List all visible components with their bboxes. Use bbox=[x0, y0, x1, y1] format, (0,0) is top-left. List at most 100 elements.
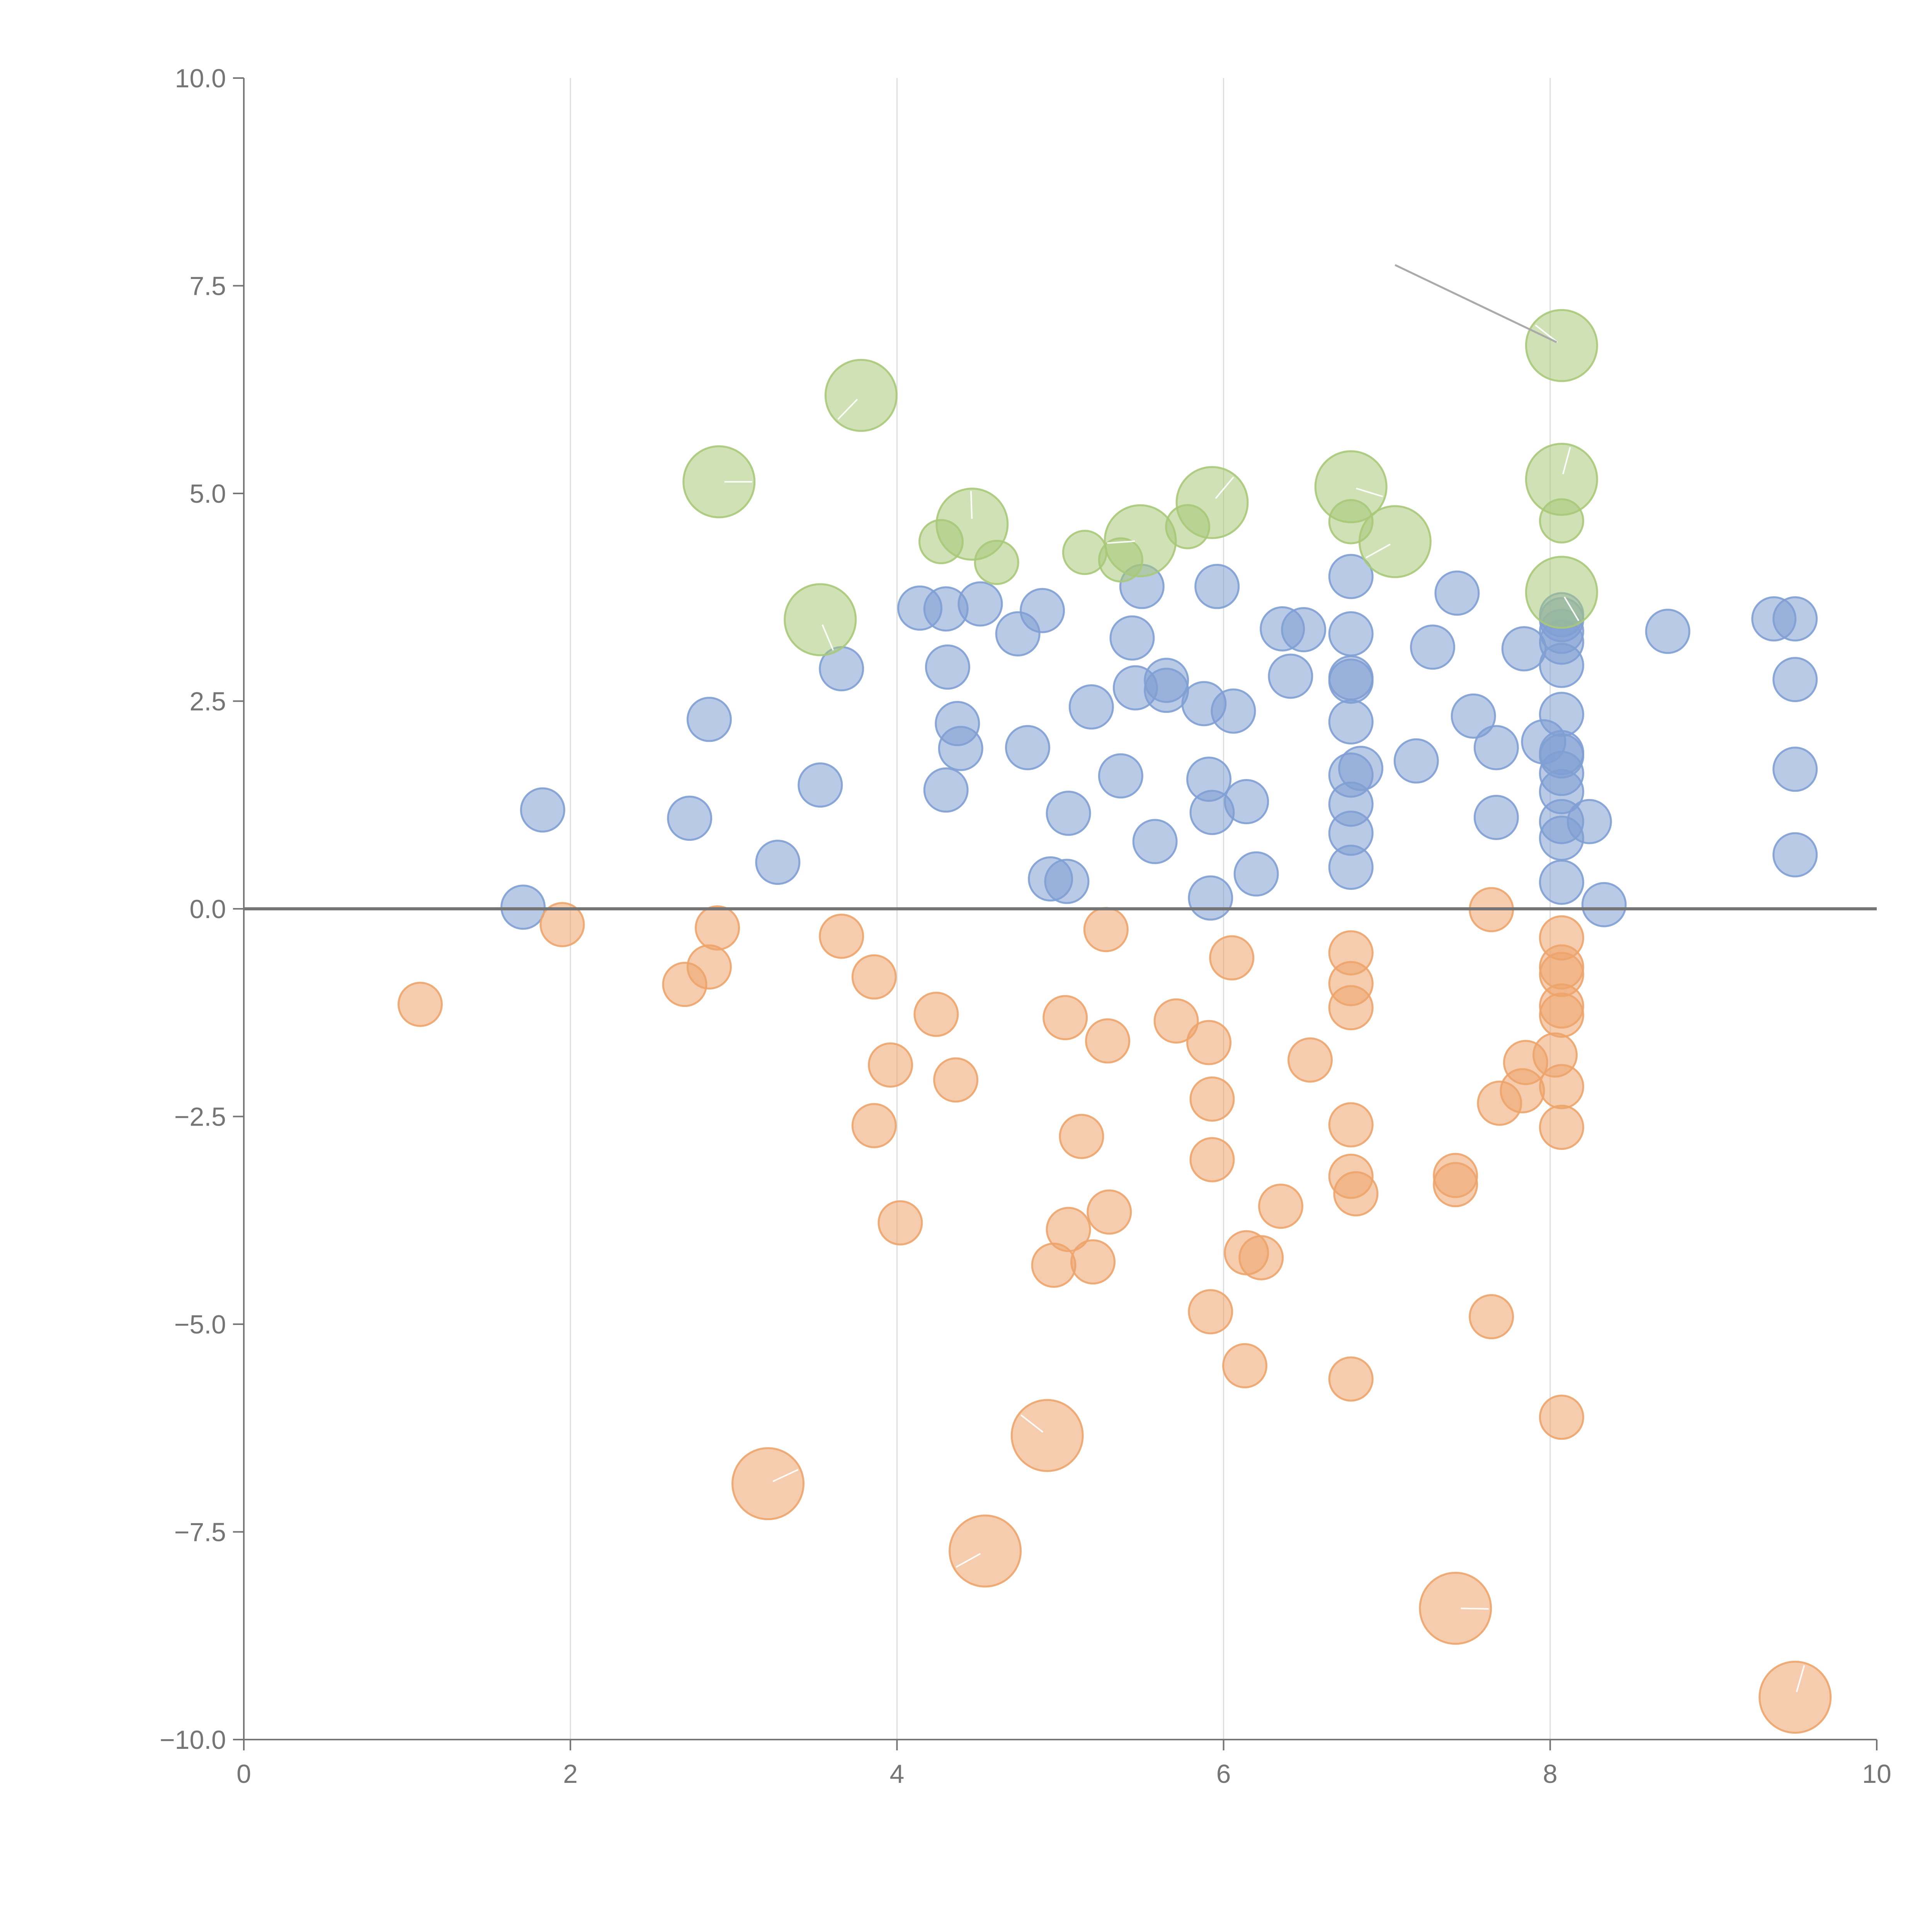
blue-bubble bbox=[923, 767, 969, 813]
blue-bubble bbox=[1772, 832, 1818, 878]
bubble-callout-tick bbox=[772, 1469, 799, 1482]
bubble-callout-tick bbox=[970, 491, 973, 519]
orange-bubble bbox=[1469, 1294, 1514, 1340]
blue-bubble bbox=[1772, 596, 1818, 642]
y-tick-label: 0.0 bbox=[189, 895, 226, 924]
x-tick-label: 2 bbox=[563, 1759, 578, 1789]
orange-bubble bbox=[1539, 1395, 1584, 1440]
orange-bubble bbox=[913, 992, 959, 1037]
blue-bubble bbox=[1338, 746, 1384, 791]
orange-bubble bbox=[1433, 1162, 1478, 1208]
orange-bubble bbox=[1328, 985, 1374, 1031]
blue-bubble bbox=[1539, 859, 1584, 905]
orange-bubble bbox=[1287, 1037, 1333, 1083]
y-tick-label: 7.5 bbox=[189, 272, 226, 301]
orange-bubble bbox=[686, 944, 732, 990]
orange-bubble bbox=[878, 1200, 923, 1246]
green-bubble bbox=[824, 359, 898, 432]
blue-bubble bbox=[1328, 611, 1374, 656]
green-bubble bbox=[682, 445, 756, 519]
blue-bubble bbox=[1328, 845, 1374, 890]
green-bubble bbox=[1525, 309, 1598, 382]
blue-bubble bbox=[1046, 791, 1091, 836]
orange-bubble bbox=[539, 902, 585, 947]
orange-bubble bbox=[819, 913, 864, 959]
bubble-callout-tick bbox=[956, 1553, 981, 1568]
y-tick-label: 10.0 bbox=[175, 64, 226, 93]
orange-bubble bbox=[1046, 1207, 1091, 1252]
x-tick-label: 6 bbox=[1216, 1759, 1231, 1789]
orange-bubble bbox=[1333, 1171, 1379, 1216]
blue-bubble bbox=[1044, 859, 1090, 904]
blue-bubble bbox=[1098, 753, 1143, 799]
blue-bubble bbox=[1224, 779, 1269, 825]
bubble-callout-tick bbox=[1796, 1665, 1805, 1692]
orange-bubble bbox=[1083, 907, 1129, 952]
annotation-leader-line bbox=[1395, 264, 1557, 343]
blue-bubble bbox=[1268, 653, 1313, 699]
blue-bubble bbox=[1328, 658, 1374, 704]
orange-bubble bbox=[1070, 1239, 1116, 1285]
x-tick-label: 10 bbox=[1862, 1759, 1891, 1789]
blue-bubble bbox=[1281, 607, 1327, 653]
blue-bubble bbox=[925, 644, 970, 690]
orange-bubble bbox=[1419, 1571, 1492, 1645]
orange-bubble bbox=[851, 954, 897, 1000]
blue-bubble bbox=[755, 840, 801, 885]
blue-bubble bbox=[1410, 624, 1456, 670]
green-bubble bbox=[1104, 504, 1177, 578]
blue-bubble bbox=[1772, 657, 1818, 702]
blue-bubble bbox=[1233, 851, 1279, 897]
orange-bubble bbox=[1222, 1343, 1268, 1388]
y-tick-label: −7.5 bbox=[174, 1518, 226, 1547]
blue-bubble bbox=[1328, 554, 1374, 599]
blue-bubble bbox=[1645, 609, 1690, 654]
bubble-callout-tick bbox=[821, 624, 834, 651]
orange-bubble bbox=[867, 1042, 913, 1088]
orange-bubble bbox=[1539, 1064, 1584, 1109]
bubble-callout-tick bbox=[1563, 596, 1580, 621]
blue-bubble bbox=[1211, 688, 1256, 734]
orange-bubble bbox=[1328, 1102, 1374, 1148]
orange-bubble bbox=[731, 1447, 805, 1520]
y-tick-label: −2.5 bbox=[174, 1102, 226, 1132]
blue-bubble bbox=[957, 581, 1003, 627]
blue-bubble bbox=[1451, 693, 1496, 739]
orange-bubble bbox=[1043, 995, 1088, 1041]
y-tick-label: −10.0 bbox=[160, 1725, 226, 1755]
blue-bubble bbox=[1434, 570, 1480, 616]
blue-bubble bbox=[1772, 747, 1818, 792]
green-bubble bbox=[1175, 466, 1249, 539]
orange-bubble bbox=[1153, 998, 1199, 1044]
blue-bubble bbox=[798, 762, 843, 808]
blue-bubble bbox=[1194, 564, 1240, 609]
bubble-callout-tick bbox=[1107, 540, 1135, 544]
blue-bubble bbox=[1473, 795, 1519, 840]
blue-bubble bbox=[1393, 738, 1439, 784]
blue-bubble bbox=[667, 796, 713, 841]
orange-bubble bbox=[1238, 1235, 1284, 1281]
orange-bubble bbox=[1759, 1660, 1832, 1734]
blue-bubble bbox=[1539, 692, 1584, 737]
orange-bubble bbox=[1188, 1289, 1233, 1335]
x-tick-label: 8 bbox=[1543, 1759, 1558, 1789]
blue-bubble bbox=[1109, 615, 1155, 661]
blue-bubble bbox=[1566, 799, 1612, 844]
orange-bubble bbox=[1539, 1104, 1584, 1150]
blue-bubble bbox=[938, 726, 983, 771]
orange-bubble bbox=[1258, 1184, 1304, 1229]
blue-bubble bbox=[500, 884, 546, 930]
x-tick-label: 4 bbox=[889, 1759, 904, 1789]
orange-bubble bbox=[949, 1514, 1022, 1588]
blue-bubble bbox=[1188, 875, 1233, 921]
axis-ticks: 0 2 4 6 8 10 10.0 7.5 5.0 2.5 0.0 −2.5 −5.0 −7.5 −10.0 bbox=[160, 64, 1891, 1789]
orange-bubble bbox=[1087, 1189, 1132, 1235]
blue-bubble bbox=[1068, 684, 1114, 730]
orange-bubble bbox=[851, 1103, 897, 1148]
bubble-callout-tick bbox=[837, 398, 858, 420]
orange-bubble bbox=[933, 1057, 979, 1103]
y-tick-label: 5.0 bbox=[189, 479, 226, 509]
y-tick-label: −5.0 bbox=[174, 1310, 226, 1339]
